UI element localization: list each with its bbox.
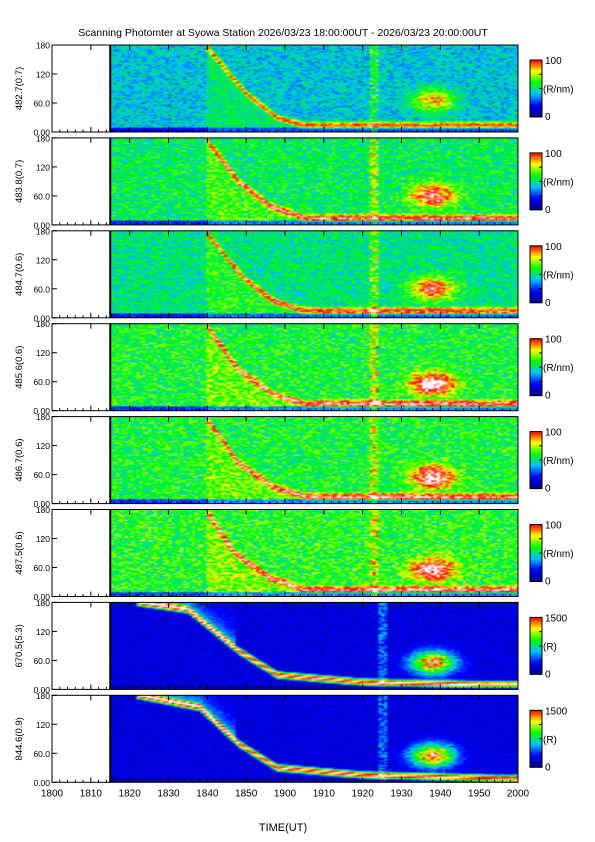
panel-ylabel: 486.7(0.6) bbox=[14, 438, 25, 481]
y-tick-label: 180 bbox=[36, 598, 50, 608]
colorbar-unit-label: (R) bbox=[543, 735, 557, 746]
colorbar-unit-label: (R/nm) bbox=[543, 363, 574, 374]
colorbar-max-label: 100 bbox=[545, 335, 562, 346]
panel-heatmap-image bbox=[110, 230, 519, 318]
panel-ylabel: 483.8(0.7) bbox=[14, 160, 25, 203]
y-tick-label: 0.00 bbox=[33, 406, 50, 416]
colorbar-unit-label: (R/nm) bbox=[543, 549, 574, 560]
y-tick-label: 60.0 bbox=[33, 284, 50, 294]
y-tick-label: 120 bbox=[36, 720, 50, 730]
y-tick-label: 120 bbox=[36, 627, 50, 637]
y-tick-label: 120 bbox=[36, 70, 50, 80]
colorbar-min-label: 0 bbox=[545, 298, 551, 309]
x-tick-label: 2000 bbox=[507, 788, 530, 799]
colorbar-unit-label: (R/nm) bbox=[543, 456, 574, 467]
panel-heatmap-image bbox=[110, 509, 519, 597]
colorbar-min-label: 0 bbox=[545, 762, 551, 773]
y-tick-label: 0.00 bbox=[33, 499, 50, 509]
colorbar-max-label: 100 bbox=[545, 242, 562, 253]
panel-ylabel: 484.7(0.6) bbox=[14, 253, 25, 296]
colorbar-max-label: 1500 bbox=[545, 613, 568, 624]
panel-7: 0.00 60.0 120 180 670.5(5.3) 1500 0 (R) bbox=[14, 598, 568, 695]
colorbar-max-label: 100 bbox=[545, 521, 562, 532]
panel-heatmap-image bbox=[110, 695, 519, 783]
y-tick-label: 180 bbox=[36, 319, 50, 329]
colorbar-min-label: 0 bbox=[545, 391, 551, 402]
y-tick-label: 60.0 bbox=[33, 377, 50, 387]
y-tick-label: 120 bbox=[36, 162, 50, 172]
colorbar-max-label: 100 bbox=[545, 56, 562, 67]
panel-8: 0.00 60.0 120 180 844.6(0.9) 1500 0 (R) bbox=[14, 691, 568, 788]
x-tick-label: 1810 bbox=[80, 788, 103, 799]
x-tick-label: 1800 bbox=[41, 788, 64, 799]
panel-ylabel: 482.7(0.7) bbox=[14, 67, 25, 110]
colorbar-unit-label: (R) bbox=[543, 642, 557, 653]
panel-1: 0.00 60.0 120 180 482.7(0.7) 100 0 (R/nm) bbox=[14, 41, 574, 138]
y-tick-label: 180 bbox=[36, 226, 50, 236]
y-tick-label: 60.0 bbox=[33, 99, 50, 109]
chart-title: Scanning Photomter at Syowa Station 2026… bbox=[78, 27, 488, 39]
y-tick-label: 120 bbox=[36, 348, 50, 358]
panel-stack: 0.00 60.0 120 180 482.7(0.7) 100 0 (R/nm) 0.00 60… bbox=[14, 41, 574, 788]
panel-ylabel: 485.6(0.6) bbox=[14, 346, 25, 389]
panel-heatmap-image bbox=[110, 137, 519, 225]
y-tick-label: 180 bbox=[36, 412, 50, 422]
colorbar-min-label: 0 bbox=[545, 112, 551, 123]
y-tick-label: 120 bbox=[36, 534, 50, 544]
x-axis: 1800 1810 1820 1830 1840 1850 1900 1910 1920 1930… bbox=[41, 788, 530, 799]
y-tick-label: 0.00 bbox=[33, 313, 50, 323]
x-tick-label: 1950 bbox=[468, 788, 491, 799]
colorbar-max-label: 100 bbox=[545, 149, 562, 160]
y-tick-label: 180 bbox=[36, 505, 50, 515]
panel-4: 0.00 60.0 120 180 485.6(0.6) 100 0 (R/nm) bbox=[14, 319, 574, 416]
colorbar-min-label: 0 bbox=[545, 669, 551, 680]
x-tick-label: 1920 bbox=[352, 788, 375, 799]
panel-3: 0.00 60.0 120 180 484.7(0.6) 100 0 (R/nm) bbox=[14, 226, 574, 323]
x-tick-label: 1830 bbox=[157, 788, 180, 799]
x-tick-label: 1850 bbox=[235, 788, 258, 799]
y-tick-label: 0.00 bbox=[33, 592, 50, 602]
y-tick-label: 60.0 bbox=[33, 470, 50, 480]
x-axis-label: TIME(UT) bbox=[259, 822, 307, 834]
colorbar-unit-label: (R/nm) bbox=[543, 270, 574, 281]
panel-ylabel: 844.6(0.9) bbox=[14, 717, 25, 760]
y-tick-label: 0.00 bbox=[33, 685, 50, 695]
panel-ylabel: 487.5(0.6) bbox=[14, 531, 25, 574]
y-tick-label: 180 bbox=[36, 133, 50, 143]
y-tick-label: 180 bbox=[36, 41, 50, 51]
panel-heatmap-image bbox=[110, 602, 519, 690]
y-tick-label: 180 bbox=[36, 691, 50, 701]
y-tick-label: 0.00 bbox=[33, 128, 50, 138]
colorbar-min-label: 0 bbox=[545, 577, 551, 588]
y-tick-label: 0.00 bbox=[33, 778, 50, 788]
panel-ylabel: 670.5(5.3) bbox=[14, 624, 25, 667]
y-tick-label: 0.00 bbox=[33, 220, 50, 230]
y-tick-label: 60.0 bbox=[33, 749, 50, 759]
panel-heatmap-image bbox=[110, 416, 519, 504]
panel-6: 0.00 60.0 120 180 487.5(0.6) 100 0 (R/nm) bbox=[14, 505, 574, 602]
x-tick-label: 1840 bbox=[196, 788, 219, 799]
colorbar-max-label: 100 bbox=[545, 428, 562, 439]
y-tick-label: 60.0 bbox=[33, 563, 50, 573]
y-tick-label: 60.0 bbox=[33, 656, 50, 666]
x-tick-label: 1820 bbox=[119, 788, 142, 799]
x-tick-label: 1930 bbox=[390, 788, 413, 799]
colorbar-unit-label: (R/nm) bbox=[543, 177, 574, 188]
x-tick-label: 1940 bbox=[429, 788, 452, 799]
y-tick-label: 120 bbox=[36, 441, 50, 451]
colorbar-min-label: 0 bbox=[545, 484, 551, 495]
y-tick-label: 60.0 bbox=[33, 191, 50, 201]
panel-heatmap-image bbox=[110, 323, 519, 411]
colorbar-min-label: 0 bbox=[545, 205, 551, 216]
panel-5: 0.00 60.0 120 180 486.7(0.6) 100 0 (R/nm) bbox=[14, 412, 574, 509]
x-tick-label: 1900 bbox=[274, 788, 297, 799]
x-tick-label: 1910 bbox=[313, 788, 336, 799]
y-tick-label: 120 bbox=[36, 255, 50, 265]
panel-2: 0.00 60.0 120 180 483.8(0.7) 100 0 (R/nm) bbox=[14, 133, 574, 230]
panel-heatmap-image bbox=[110, 45, 519, 132]
colorbar-unit-label: (R/nm) bbox=[543, 85, 574, 96]
colorbar-max-label: 1500 bbox=[545, 706, 568, 717]
